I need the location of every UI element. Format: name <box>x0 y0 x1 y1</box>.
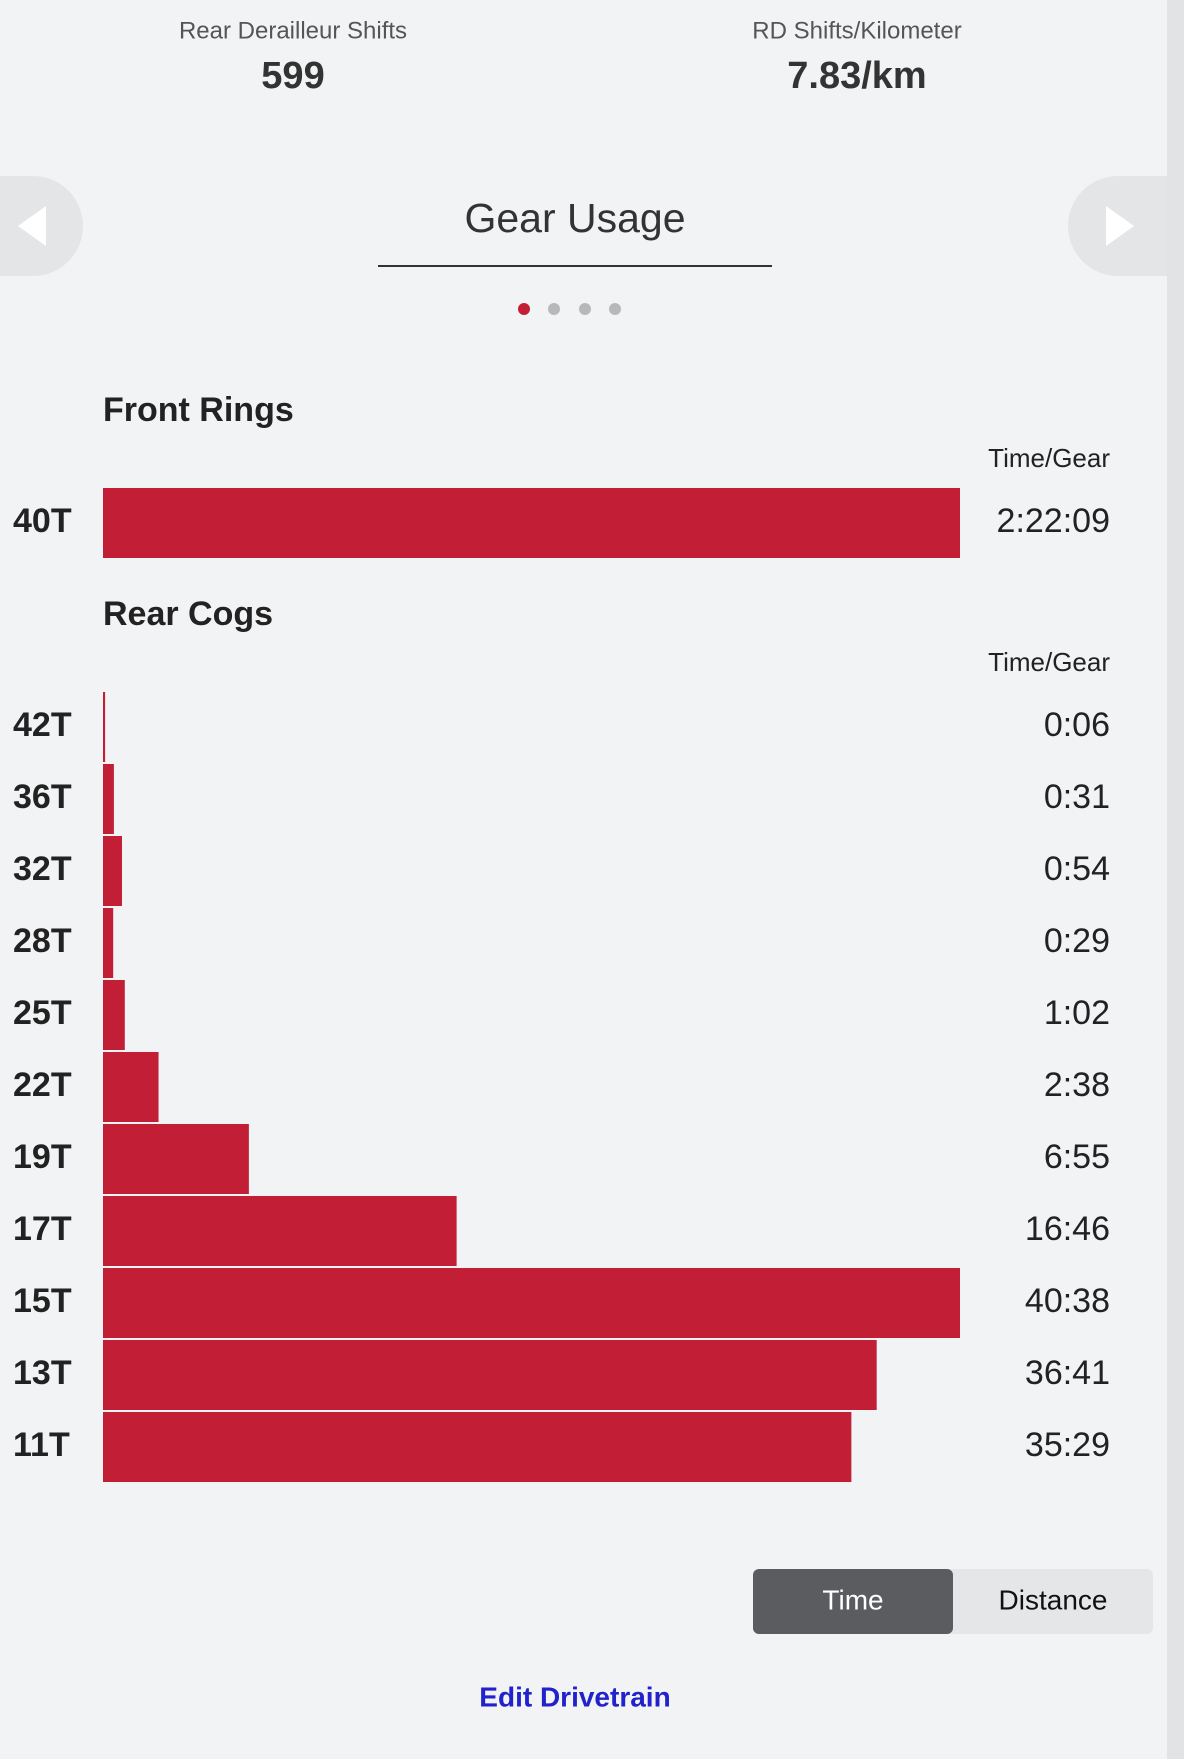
toggle: Time Distance <box>753 1569 1153 1634</box>
gear-label: 25T <box>13 994 72 1032</box>
time-label: 0:54 <box>1044 850 1110 888</box>
bar <box>103 1124 249 1194</box>
time-label: 2:38 <box>1044 1066 1110 1104</box>
gear-label: 32T <box>13 850 72 888</box>
bar <box>103 488 960 558</box>
toggle-time[interactable] <box>753 1569 953 1634</box>
time-label: 0:31 <box>1044 778 1110 816</box>
section-title: Rear Cogs <box>103 595 273 633</box>
prev-arrow[interactable] <box>0 176 83 276</box>
time-label: 6:55 <box>1044 1138 1110 1176</box>
gear-label: 15T <box>13 1282 72 1320</box>
page-dot[interactable] <box>579 303 591 315</box>
time-label: 0:29 <box>1044 922 1110 960</box>
page-dot[interactable] <box>548 303 560 315</box>
gear-label: 11T <box>13 1426 70 1464</box>
edit-drivetrain-link[interactable]: Edit Drivetrain <box>479 1681 670 1712</box>
time-label: 40:38 <box>1025 1282 1110 1320</box>
carousel-title: Gear Usage <box>464 195 685 241</box>
gear-label: 17T <box>13 1210 72 1248</box>
stat-label: RD Shifts/Kilometer <box>752 17 961 44</box>
time-label: 16:46 <box>1025 1210 1110 1248</box>
bar <box>103 980 125 1050</box>
bar <box>103 764 114 834</box>
column-header: Time/Gear <box>988 647 1110 677</box>
next-arrow[interactable] <box>1068 176 1167 276</box>
gear-label: 28T <box>13 922 72 960</box>
stat-value: 7.83/km <box>787 55 926 97</box>
gear-label: 13T <box>13 1354 72 1392</box>
gear-label: 40T <box>13 502 72 540</box>
bar <box>103 1268 960 1338</box>
gear-label: 22T <box>13 1066 72 1104</box>
gear-label: 42T <box>13 706 72 744</box>
bar <box>103 692 106 762</box>
page-dot[interactable] <box>609 303 621 315</box>
bar <box>103 908 114 978</box>
time-label: 36:41 <box>1025 1354 1110 1392</box>
gear-label: 19T <box>13 1138 72 1176</box>
bar <box>103 1052 159 1122</box>
gear-label: 36T <box>13 778 72 816</box>
bar <box>103 836 122 906</box>
time-label: 1:02 <box>1044 994 1110 1032</box>
time-label: 0:06 <box>1044 706 1110 744</box>
section-title: Front Rings <box>103 391 294 429</box>
stat-label: Rear Derailleur Shifts <box>179 17 407 44</box>
toggle-label[interactable]: Time <box>822 1584 883 1615</box>
time-label: 35:29 <box>1025 1426 1110 1464</box>
column-header: Time/Gear <box>988 443 1110 473</box>
time-label: 2:22:09 <box>997 502 1110 540</box>
side-strip <box>1167 0 1184 1759</box>
bar <box>103 1340 877 1410</box>
bar <box>103 1412 852 1482</box>
stat-value: 599 <box>261 55 324 97</box>
toggle-label[interactable]: Distance <box>999 1584 1108 1615</box>
bar <box>103 1196 457 1266</box>
page-dot[interactable] <box>518 303 530 315</box>
